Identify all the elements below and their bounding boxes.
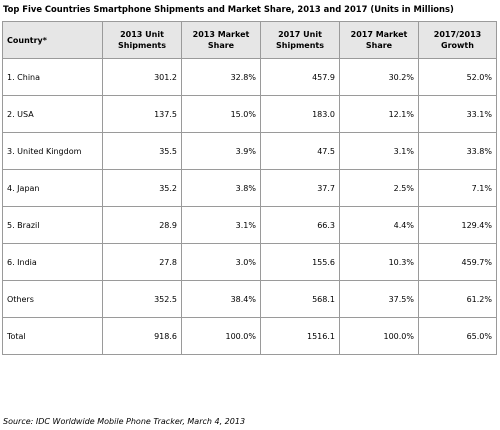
table-row: 4. Japan 35.2 3.8% 37.7 2.5% 7.1%: [2, 169, 497, 207]
table-row: 6. India 27.8 3.0% 155.6 10.3% 459.7%: [2, 243, 497, 281]
cell-country: 3. United Kingdom: [2, 132, 103, 170]
cell-growth: 33.1%: [418, 95, 497, 133]
column-header-label: Growth: [441, 41, 474, 50]
cell-2017-shipments: 155.6: [260, 243, 340, 281]
cell-2017-shipments: 47.5: [260, 132, 340, 170]
cell-2013-shipments: 35.5: [102, 132, 182, 170]
cell-2013-share: 15.0%: [181, 95, 261, 133]
cell-country: Total: [2, 317, 103, 355]
cell-growth: 33.8%: [418, 132, 497, 170]
column-header-label: 2017 Market: [350, 30, 408, 39]
column-header-2013-share: 2013 Market Share: [181, 21, 261, 59]
cell-2017-shipments: 37.7: [260, 169, 340, 207]
column-header-label: Shipments: [276, 41, 324, 50]
cell-2013-share: 3.8%: [181, 169, 261, 207]
cell-2013-share: 3.1%: [181, 206, 261, 244]
cell-2013-shipments: 137.5: [102, 95, 182, 133]
column-header-label: Country*: [7, 35, 47, 45]
cell-growth: 7.1%: [418, 169, 497, 207]
column-header-2017-share: 2017 Market Share: [339, 21, 419, 59]
cell-2013-shipments: 35.2: [102, 169, 182, 207]
column-header-label: 2013 Unit: [120, 30, 164, 39]
cell-growth: 61.2%: [418, 280, 497, 318]
table-body: 1. China 301.2 32.8% 457.9 30.2% 52.0% 2…: [2, 58, 497, 355]
column-header-2017-shipments: 2017 Unit Shipments: [260, 21, 340, 59]
column-header-2013-shipments: 2013 Unit Shipments: [102, 21, 182, 59]
cell-growth: 129.4%: [418, 206, 497, 244]
column-header-country: Country*: [2, 21, 103, 59]
column-header-label: Share: [207, 41, 235, 50]
header-row: Country* 2013 Unit Shipments 2013 Market S…: [2, 21, 497, 59]
cell-2017-share: 12.1%: [339, 95, 419, 133]
cell-2013-shipments: 301.2: [102, 58, 182, 96]
cell-growth: 52.0%: [418, 58, 497, 96]
cell-2013-share: 100.0%: [181, 317, 261, 355]
cell-2013-shipments: 27.8: [102, 243, 182, 281]
table-row: 5. Brazil 28.9 3.1% 66.3 4.4% 129.4%: [2, 206, 497, 244]
cell-2017-shipments: 66.3: [260, 206, 340, 244]
cell-2017-share: 4.4%: [339, 206, 419, 244]
cell-country: 6. India: [2, 243, 103, 281]
column-header-label: 2017/2013: [433, 30, 482, 39]
table-row: 3. United Kingdom 35.5 3.9% 47.5 3.1% 33…: [2, 132, 497, 170]
cell-2017-share: 37.5%: [339, 280, 419, 318]
cell-2017-share: 100.0%: [339, 317, 419, 355]
column-header-label: 2013 Market: [192, 30, 250, 39]
cell-2017-shipments: 183.0: [260, 95, 340, 133]
column-header-label: 2017 Unit: [278, 30, 322, 39]
table-row: Total 918.6 100.0% 1516.1 100.0% 65.0%: [2, 317, 497, 355]
cell-2013-share: 3.9%: [181, 132, 261, 170]
cell-2013-share: 32.8%: [181, 58, 261, 96]
cell-country: 5. Brazil: [2, 206, 103, 244]
cell-2013-shipments: 28.9: [102, 206, 182, 244]
source-note: Source: IDC Worldwide Mobile Phone Track…: [3, 417, 246, 426]
table-row: Others 352.5 38.4% 568.1 37.5% 61.2%: [2, 280, 497, 318]
table-row: 1. China 301.2 32.8% 457.9 30.2% 52.0%: [2, 58, 497, 96]
cell-2013-share: 3.0%: [181, 243, 261, 281]
cell-2017-shipments: 1516.1: [260, 317, 340, 355]
cell-2013-shipments: 918.6: [102, 317, 182, 355]
cell-2017-share: 3.1%: [339, 132, 419, 170]
cell-2013-share: 38.4%: [181, 280, 261, 318]
cell-2017-share: 2.5%: [339, 169, 419, 207]
column-header-label: Share: [365, 41, 393, 50]
column-header-label: Shipments: [118, 41, 166, 50]
column-header-growth: 2017/2013 Growth: [418, 21, 497, 59]
cell-2017-shipments: 568.1: [260, 280, 340, 318]
cell-2013-shipments: 352.5: [102, 280, 182, 318]
cell-country: 1. China: [2, 58, 103, 96]
cell-2017-shipments: 457.9: [260, 58, 340, 96]
table-header: Country* 2013 Unit Shipments 2013 Market S…: [2, 21, 497, 59]
cell-country: 4. Japan: [2, 169, 103, 207]
cell-growth: 65.0%: [418, 317, 497, 355]
cell-2017-share: 30.2%: [339, 58, 419, 96]
shipments-table: Country* 2013 Unit Shipments 2013 Market S…: [2, 21, 497, 355]
table-row: 2. USA 137.5 15.0% 183.0 12.1% 33.1%: [2, 95, 497, 133]
cell-2017-share: 10.3%: [339, 243, 419, 281]
cell-country: 2. USA: [2, 95, 103, 133]
cell-country: Others: [2, 280, 103, 318]
cell-growth: 459.7%: [418, 243, 497, 281]
table-title: Top Five Countries Smartphone Shipments …: [3, 4, 454, 14]
